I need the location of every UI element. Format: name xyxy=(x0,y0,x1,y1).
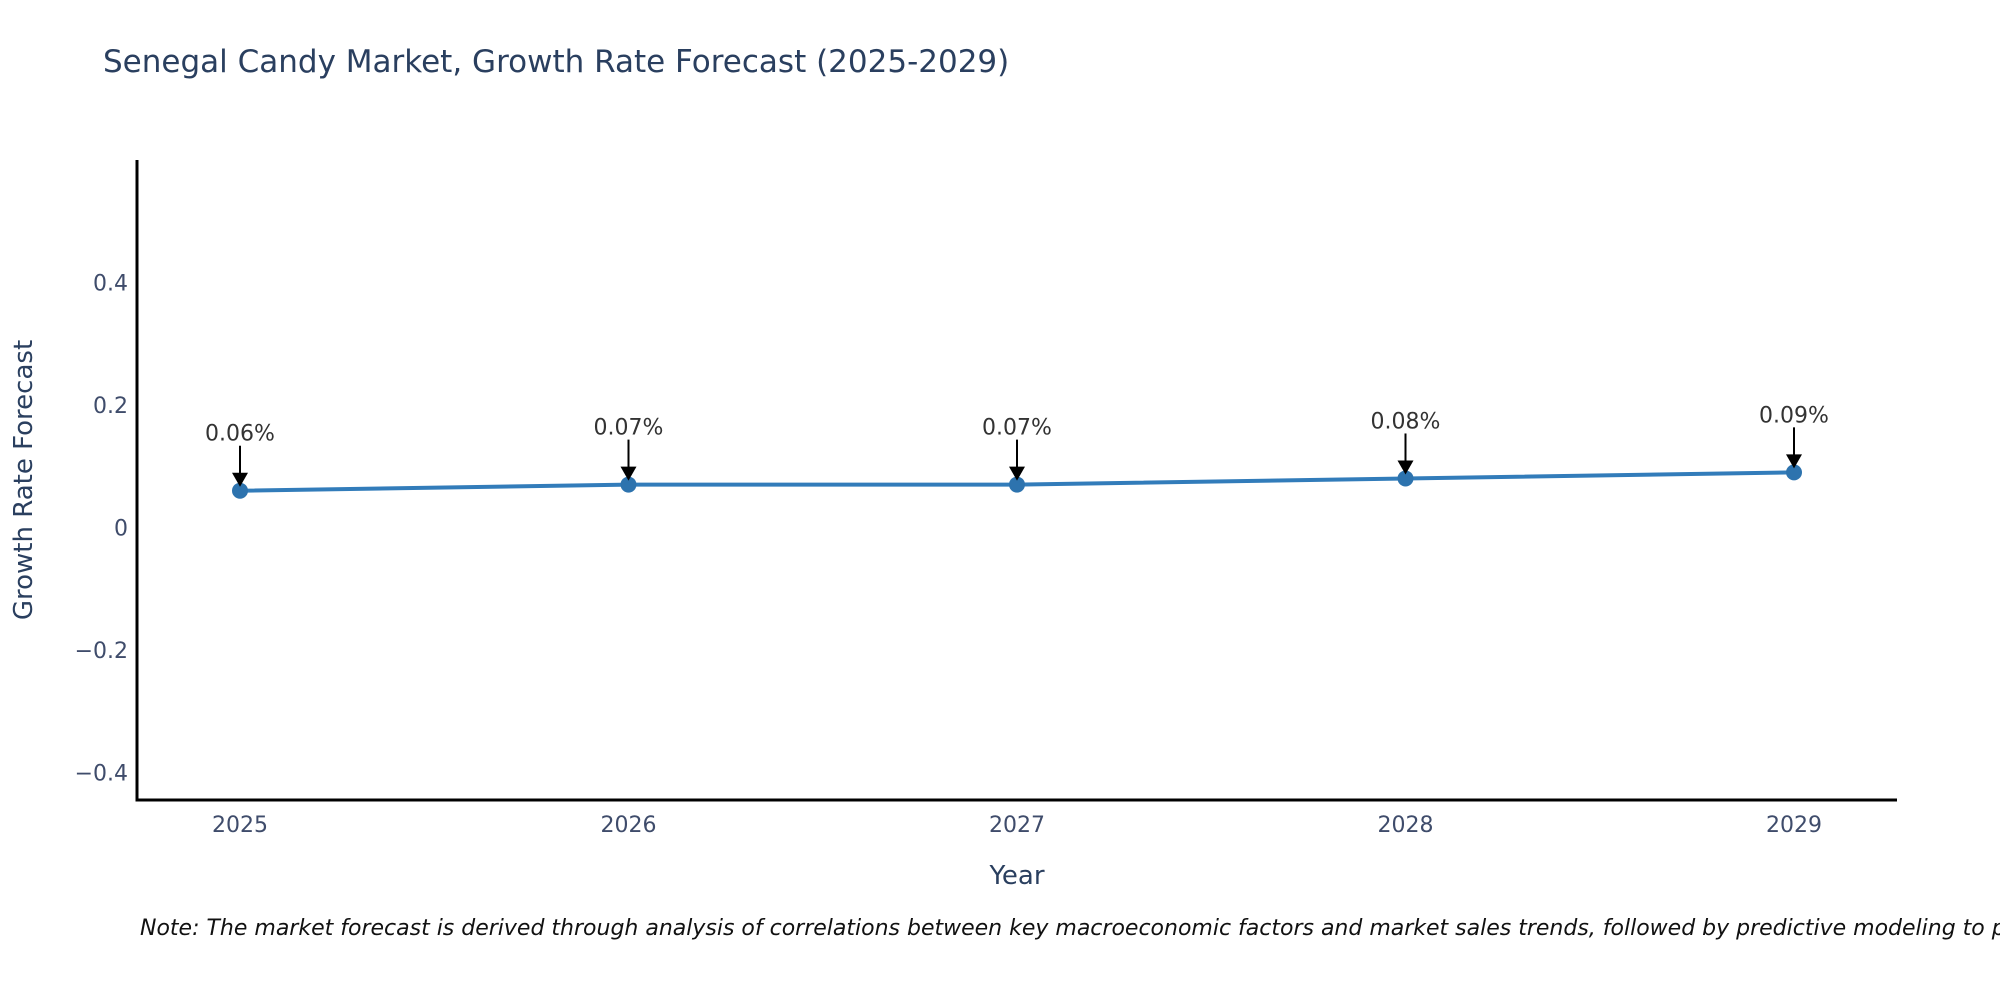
x-tick-label: 2025 xyxy=(212,813,268,838)
annotation-arrowhead-icon xyxy=(1009,466,1025,481)
data-point-marker[interactable] xyxy=(620,476,637,493)
y-tick-label: 0 xyxy=(114,516,128,541)
data-point-marker[interactable] xyxy=(1009,476,1025,493)
chart-title: Senegal Candy Market, Growth Rate Foreca… xyxy=(103,44,1010,80)
annotation-label: 0.08% xyxy=(1371,409,1441,434)
x-tick-label: 2029 xyxy=(1766,813,1822,838)
x-tick-label: 2027 xyxy=(989,813,1045,838)
x-axis-title: Year xyxy=(988,861,1044,891)
annotation-arrowhead-icon xyxy=(232,472,248,487)
annotation-label: 0.07% xyxy=(594,416,664,441)
footnote: Note: The market forecast is derived thr… xyxy=(140,916,2000,941)
y-tick-label: −0.4 xyxy=(75,761,128,786)
y-tick-label: 0.4 xyxy=(93,271,128,296)
y-tick-label: 0.2 xyxy=(93,394,128,419)
data-point-marker[interactable] xyxy=(1786,464,1802,481)
annotation-arrowhead-icon xyxy=(1786,454,1802,469)
data-point-marker[interactable] xyxy=(1397,470,1414,487)
data-point-marker[interactable] xyxy=(232,482,248,499)
annotation-label: 0.06% xyxy=(205,422,275,447)
annotation-label: 0.07% xyxy=(982,416,1052,441)
annotation-label: 0.09% xyxy=(1759,403,1829,428)
annotation-arrowhead-icon xyxy=(620,466,637,481)
y-axis-title: Growth Rate Forecast xyxy=(9,340,39,620)
annotation-arrowhead-icon xyxy=(1397,460,1414,475)
y-tick-label: −0.2 xyxy=(75,639,128,664)
x-tick-label: 2028 xyxy=(1378,813,1434,838)
x-tick-label: 2026 xyxy=(601,813,657,838)
